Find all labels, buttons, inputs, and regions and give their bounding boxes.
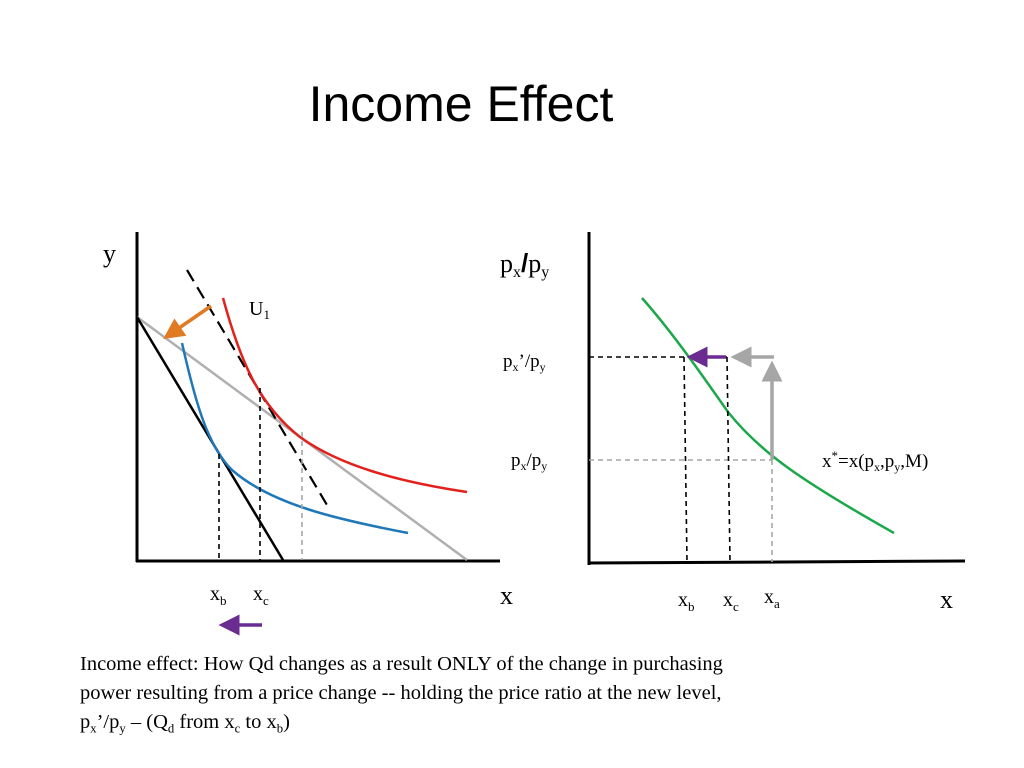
- right-drop-line-xb: [683, 356, 688, 563]
- right-x-axis-label: x: [940, 585, 953, 614]
- caption: Income effect: How Qd changes as a resul…: [80, 650, 980, 737]
- price-old-label: px/py: [511, 450, 547, 473]
- left-x-axis-label: x: [500, 581, 513, 610]
- left-y-axis-label: y: [103, 239, 116, 268]
- price-new-label: px’/py: [503, 351, 546, 374]
- right-tick-label-xa: xa: [764, 586, 780, 611]
- caption-line-1: Income effect: How Qd changes as a resul…: [80, 653, 723, 675]
- demand-function-label: x*=x(px,py,M): [822, 448, 928, 474]
- indifference-curve-u0: [180, 342, 409, 535]
- left-tick-label-xb: xb: [210, 583, 227, 608]
- income-shift-arrow: [163, 304, 212, 339]
- caption-line-3: px’/py – (Qd from xc to xb): [80, 711, 290, 736]
- left-panel: y x U1 xb xc: [103, 232, 513, 636]
- left-tick-label-xc: xc: [253, 583, 269, 608]
- indifference-curve-u1: [221, 297, 468, 494]
- slide-title: Income Effect: [308, 76, 614, 132]
- right-panel: px/py px’/py px/py x*=x(px,py,M) x xb xc…: [500, 232, 966, 614]
- caption-line-2: power resulting from a price change -- h…: [80, 682, 722, 704]
- demand-curve: [641, 297, 895, 535]
- right-y-axis-label: px/py: [500, 248, 549, 281]
- parallel-budget-line: [186, 269, 331, 511]
- curve-label-u1: U1: [249, 298, 270, 322]
- right-tick-label-xc: xc: [723, 589, 739, 614]
- right-tick-label-xb: xb: [678, 589, 695, 614]
- right-drop-line-xc: [726, 356, 731, 563]
- right-x-axis: [587, 559, 966, 565]
